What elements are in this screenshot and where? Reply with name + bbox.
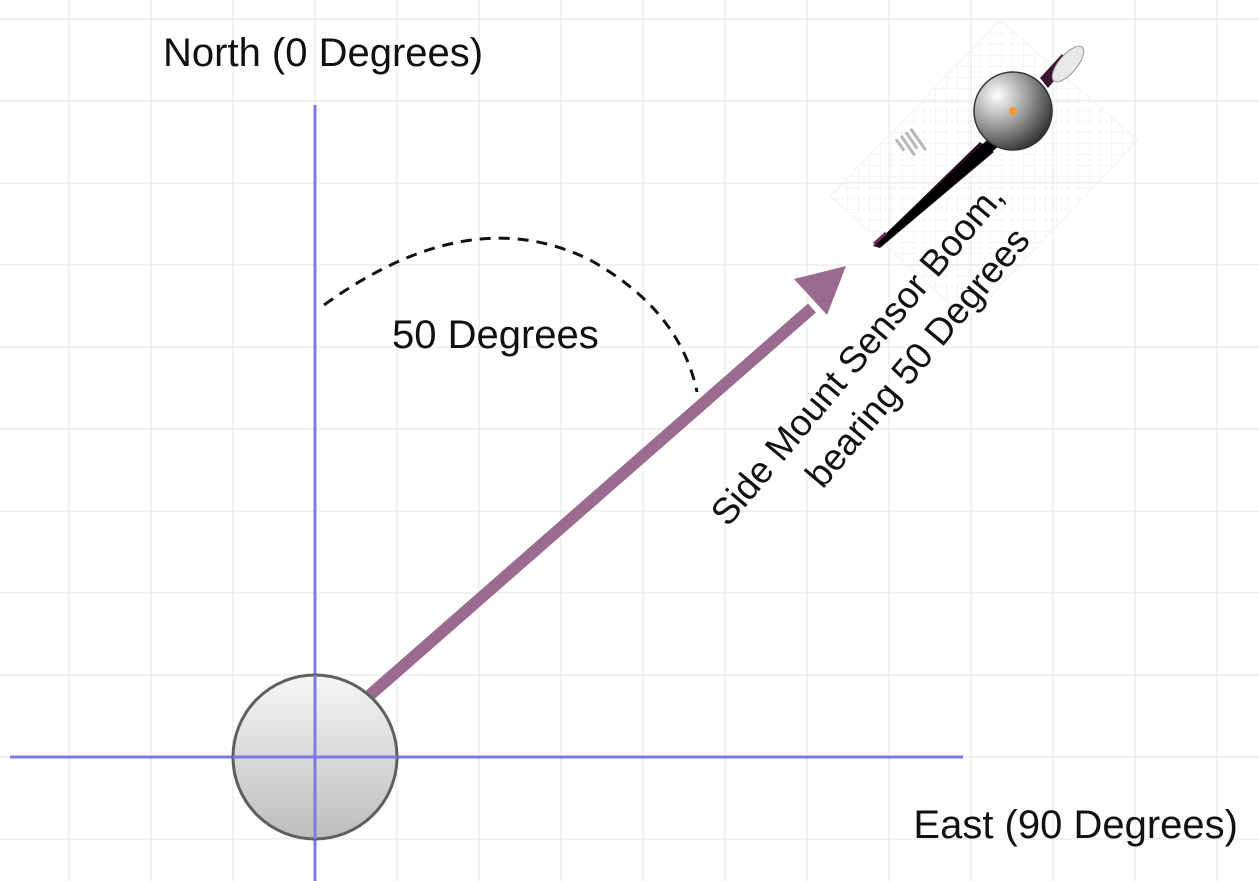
angle-label: 50 Degrees (392, 313, 599, 357)
sensor-boom-image (829, 19, 1139, 321)
boom-arrow-shaft (366, 303, 816, 700)
boom-arm (876, 128, 1008, 246)
sensor-center-dot (1009, 107, 1017, 115)
bearing-angle-arc (323, 236, 699, 393)
boom-end-cap (1051, 45, 1085, 83)
east-label: East (90 Degrees) (913, 803, 1238, 847)
sensor-image-fine-print (894, 128, 927, 157)
boom-caption-line-1: Side Mount Sensor Boom, (703, 176, 1012, 533)
north-label: North (0 Degrees) (163, 31, 483, 75)
boom-arm-tip (872, 231, 888, 246)
sensor-image-backdrop (829, 19, 1139, 321)
boom-arrow-head (794, 266, 846, 315)
